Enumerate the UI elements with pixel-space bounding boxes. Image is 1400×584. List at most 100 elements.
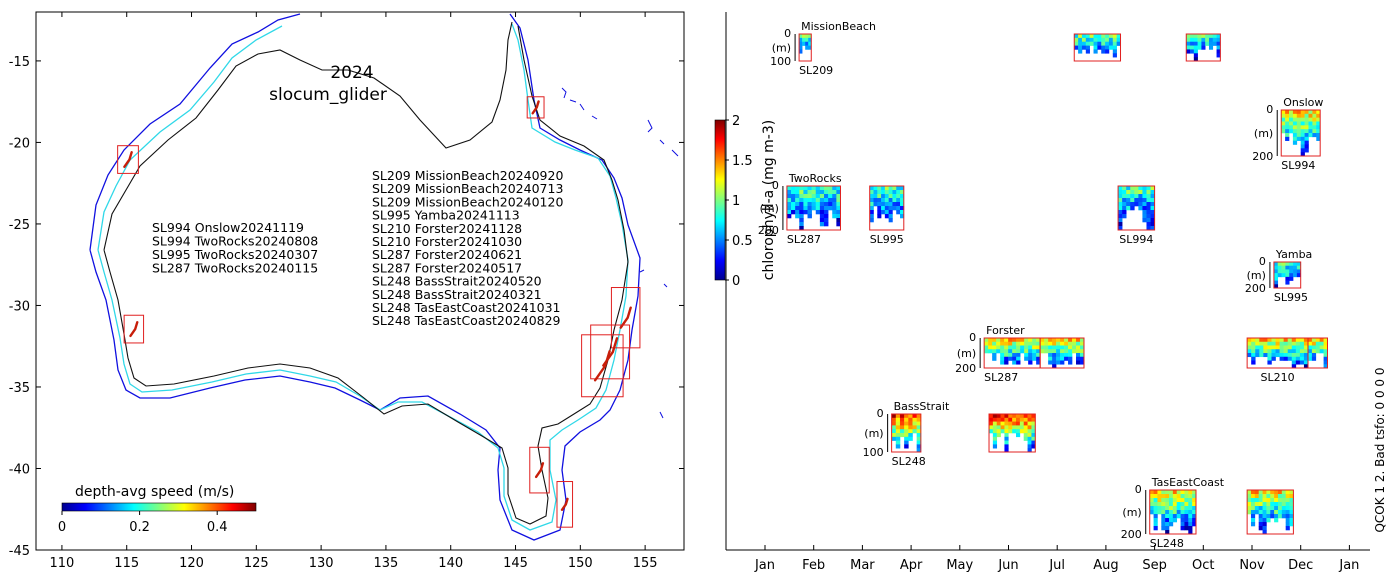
heatmap-cell [791, 186, 796, 191]
heatmap-cell [1292, 136, 1298, 141]
heatmap-cell [1312, 125, 1317, 130]
heatmap-cell [1208, 37, 1214, 43]
heatmap-cell [900, 190, 905, 195]
heatmap-cell [900, 210, 905, 215]
heatmap-cell [1300, 133, 1305, 138]
heatmap-cell [1270, 510, 1275, 515]
heatmap-cell [1004, 417, 1009, 422]
heatmap-cell [1085, 49, 1090, 54]
deployment-panel-yamba: Yamba 0(m)200 SL995 [1245, 248, 1312, 304]
heatmap-cell [1122, 210, 1127, 215]
heatmap-cell [1247, 494, 1252, 499]
heatmap-cell [1023, 433, 1028, 438]
heatmap-cell [1044, 341, 1049, 346]
heatmap-cell [799, 34, 803, 39]
heatmap-cell [888, 198, 893, 203]
heatmap-cell [819, 206, 825, 211]
heatmap-cell [1172, 498, 1178, 503]
heatmap-cell [992, 433, 998, 438]
heatmap-cell [1112, 41, 1117, 46]
heatmap-cell [1165, 498, 1170, 503]
heatmap-cell [1126, 194, 1131, 199]
map-y-tick-label: -45 [9, 544, 30, 559]
heatmap-cell [1303, 356, 1309, 361]
heatmap-cell [1044, 345, 1049, 350]
heatmap-cell [896, 202, 901, 207]
heatmap-cell [811, 190, 817, 195]
heatmap-cell [832, 190, 837, 195]
heatmap-cell [1146, 222, 1151, 227]
heatmap-cell [824, 214, 829, 219]
heatmap-cell [1216, 53, 1221, 58]
heatmap-cell [992, 444, 998, 449]
deployment-site-label: MissionBeach [801, 20, 876, 33]
heatmap-cell [1291, 345, 1297, 350]
heatmap-cell [791, 210, 796, 215]
heatmap-cell [815, 202, 821, 207]
heatmap-cell [1036, 345, 1041, 350]
heatmap-cell [1031, 414, 1036, 419]
heatmap-cell [1188, 506, 1193, 511]
heatmap-cell [786, 206, 792, 211]
heatmap-cell [1283, 338, 1289, 343]
heatmap-cell [1295, 338, 1301, 343]
heatmap-cell [1180, 514, 1185, 519]
heatmap-cell [1056, 341, 1061, 346]
heatmap-cell [1172, 518, 1178, 523]
heatmap-cell [1165, 510, 1170, 515]
heatmap-cell [1283, 353, 1289, 358]
heatmap-cell [1311, 353, 1317, 358]
heatmap-cell [1149, 498, 1154, 503]
heatmap-cell [1323, 353, 1328, 358]
heatmap-cell [1085, 41, 1090, 46]
heatmap-cell [1285, 273, 1290, 278]
heatmap-cell [1279, 341, 1284, 346]
heatmap-cell [1303, 338, 1309, 343]
heatmap-cell [1193, 41, 1198, 46]
heatmap-cell [1157, 498, 1162, 503]
heatmap-cell [895, 417, 901, 422]
heatmap-cell [904, 436, 909, 441]
heatmap-cell [1004, 448, 1009, 453]
heatmap-cell [1012, 417, 1017, 422]
heatmap-cell [1016, 349, 1021, 354]
deployment-site-label: Yamba [1275, 248, 1312, 261]
depth-axis-max-label: 200 [1245, 282, 1266, 295]
heatmap-cell [1052, 364, 1057, 369]
heatmap-cell [795, 214, 800, 219]
heatmap-cell [1176, 506, 1181, 511]
heatmap-cell [1279, 349, 1284, 354]
heatmap-cell [1304, 125, 1309, 130]
deployment-panel-forster: SL210 [1246, 337, 1309, 384]
heatmap-cell [1299, 345, 1305, 350]
heatmap-cell [1048, 356, 1053, 361]
heatmap-cell [1081, 41, 1087, 46]
heatmap-cell [1188, 518, 1193, 523]
heatmap-cell [1247, 490, 1252, 495]
heatmap-cell [1277, 514, 1283, 519]
heatmap-cell [1118, 206, 1123, 211]
heatmap-cell [904, 429, 909, 434]
deployment-glider-label: SL287 [984, 371, 1018, 384]
heatmap-cell [1316, 125, 1321, 130]
heatmap-cell [1036, 341, 1041, 346]
heatmap-cell [1169, 506, 1174, 511]
heatmap-cell [908, 429, 913, 434]
heatmap-cell [1323, 341, 1328, 346]
heatmap-cell [869, 190, 874, 195]
depth-axis-top-label: 0 [1266, 103, 1273, 116]
heatmap-cell [1142, 214, 1147, 219]
heatmap-cell [1176, 510, 1181, 515]
heatmap-cell [1165, 502, 1170, 507]
heatmap-cell [1118, 198, 1123, 203]
heatmap-cell [873, 198, 878, 203]
heatmap-cell [1118, 226, 1123, 231]
heatmap-cell [1000, 421, 1005, 426]
heatmap-cell [836, 198, 841, 203]
heatmap-cell [1293, 265, 1298, 270]
heatmap-cell [1142, 198, 1147, 203]
heatmap-cell [1289, 129, 1294, 134]
heatmap-cell [1052, 341, 1057, 346]
heatmap-cell [1192, 498, 1197, 503]
